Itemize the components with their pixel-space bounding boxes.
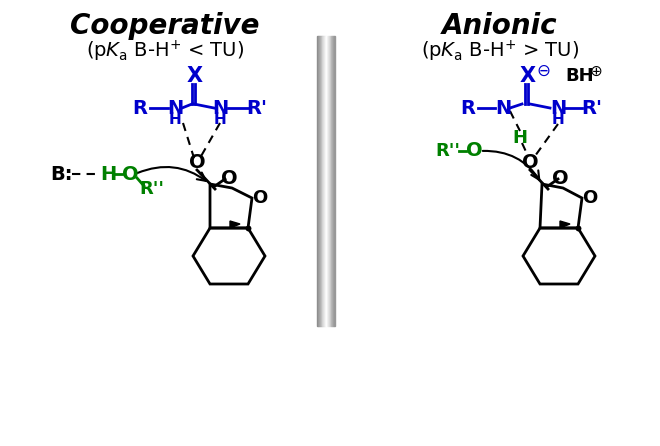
Text: BH: BH: [566, 67, 594, 85]
Text: O: O: [466, 141, 482, 161]
Text: O: O: [521, 153, 539, 173]
Bar: [328, 36, 329, 326]
Text: H: H: [100, 165, 116, 183]
Bar: [318, 36, 319, 326]
Bar: [325, 36, 326, 326]
Text: (p$\mathit{K}_{\mathrm{a}}$ B-H$^{+}$ > TU): (p$\mathit{K}_{\mathrm{a}}$ B-H$^{+}$ > …: [421, 38, 579, 64]
Text: O: O: [582, 189, 597, 207]
Text: O: O: [189, 153, 205, 173]
Bar: [334, 36, 335, 326]
Text: X: X: [520, 66, 536, 86]
Bar: [322, 36, 323, 326]
Bar: [329, 36, 331, 326]
Bar: [319, 36, 321, 326]
Text: H: H: [168, 112, 182, 127]
Bar: [327, 36, 328, 326]
Text: R': R': [246, 99, 267, 117]
Text: $\ominus$: $\ominus$: [536, 62, 550, 80]
FancyArrowPatch shape: [137, 167, 206, 181]
Bar: [331, 36, 332, 326]
Polygon shape: [560, 221, 570, 228]
Text: $\oplus$: $\oplus$: [589, 63, 603, 78]
Text: N: N: [550, 99, 566, 117]
Text: R'': R'': [139, 180, 164, 198]
Bar: [317, 36, 318, 326]
Text: O: O: [252, 189, 267, 207]
Bar: [326, 36, 327, 326]
Text: Cooperative: Cooperative: [70, 12, 260, 40]
Text: H: H: [552, 112, 564, 127]
Text: R: R: [461, 99, 475, 117]
Bar: [333, 36, 334, 326]
Text: O: O: [121, 165, 139, 183]
Text: R: R: [133, 99, 147, 117]
Text: X: X: [187, 66, 203, 86]
Text: N: N: [167, 99, 183, 117]
Bar: [321, 36, 322, 326]
Bar: [332, 36, 333, 326]
Text: (p$\mathit{K}_{\mathrm{a}}$ B-H$^{+}$ < TU): (p$\mathit{K}_{\mathrm{a}}$ B-H$^{+}$ < …: [86, 38, 244, 64]
Bar: [324, 36, 325, 326]
Text: O: O: [552, 169, 568, 187]
Text: B:: B:: [51, 165, 73, 183]
Text: H: H: [513, 129, 527, 147]
Text: R'': R'': [436, 142, 461, 160]
Polygon shape: [230, 221, 240, 228]
Text: Anionic: Anionic: [442, 12, 558, 40]
Text: O: O: [220, 169, 238, 187]
Text: R': R': [581, 99, 603, 117]
Text: N: N: [212, 99, 228, 117]
Bar: [323, 36, 324, 326]
Text: N: N: [495, 99, 511, 117]
Text: H: H: [214, 112, 226, 127]
FancyArrowPatch shape: [482, 151, 539, 180]
